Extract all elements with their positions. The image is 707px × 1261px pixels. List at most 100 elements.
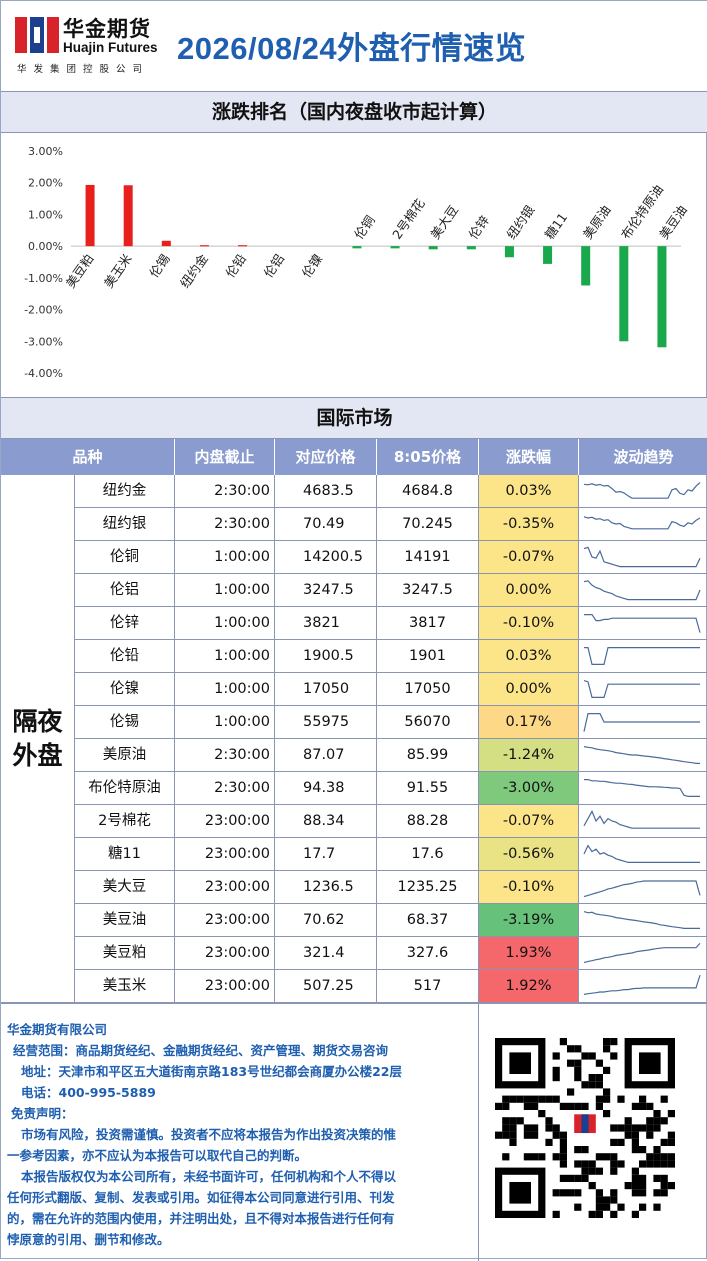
side-label-line2: 外盘 xyxy=(12,740,63,770)
footer-disclaimer-2d: 悖原意的引用、删节和修改。 xyxy=(7,1232,170,1247)
trend-line xyxy=(584,778,700,797)
change-cell: -0.10% xyxy=(479,871,579,903)
table-row: 美玉米 23:00:00 507.25 517 1.92% xyxy=(75,970,707,1003)
trend-sparkline-cell xyxy=(579,937,707,969)
huajin-logo-icon xyxy=(15,17,59,53)
trend-sparkline xyxy=(584,778,700,797)
close-time-cell: 2:30:00 xyxy=(175,772,275,804)
bar-布伦特原油 xyxy=(619,246,629,342)
table-row: 糖11 23:00:00 17.7 17.6 -0.56% xyxy=(75,838,707,871)
qr-code-box xyxy=(479,1004,707,1261)
category-label: 伦镍 xyxy=(299,251,326,280)
trend-sparkline-cell xyxy=(579,904,707,936)
y-tick-label: 0.00% xyxy=(28,240,63,253)
variety-cell: 美豆油 xyxy=(75,904,175,936)
price-805-cell: 68.37 xyxy=(377,904,479,936)
bar-美大豆 xyxy=(428,246,438,250)
y-tick-label: 3.00% xyxy=(28,145,63,158)
corr-price-cell: 1900.5 xyxy=(275,640,377,672)
variety-cell: 布伦特原油 xyxy=(75,772,175,804)
bar-伦锌 xyxy=(466,246,476,250)
close-time-cell: 1:00:00 xyxy=(175,673,275,705)
y-tick-label: -4.00% xyxy=(24,367,63,380)
change-cell: -1.24% xyxy=(479,739,579,771)
category-label: 美豆粕 xyxy=(63,251,97,290)
change-cell: -0.35% xyxy=(479,508,579,540)
variety-cell: 糖11 xyxy=(75,838,175,870)
corr-price-cell: 3247.5 xyxy=(275,574,377,606)
category-label: 伦锡 xyxy=(146,251,173,280)
variety-cell: 纽约金 xyxy=(75,475,175,507)
header-variety: 品种 xyxy=(1,439,175,475)
trend-line xyxy=(583,942,701,964)
variety-cell: 伦铅 xyxy=(75,640,175,672)
change-cell: 0.03% xyxy=(479,640,579,672)
trend-sparkline-cell xyxy=(579,607,707,639)
corr-price-cell: 55975 xyxy=(275,706,377,738)
trend-sparkline-cell xyxy=(579,541,707,573)
header-corr-price: 对应价格 xyxy=(275,439,377,475)
bar-美豆粕 xyxy=(85,184,95,247)
trend-line xyxy=(583,482,701,499)
trend-line xyxy=(583,844,700,863)
category-label: 2号棉花 xyxy=(389,196,427,242)
bar-伦锡 xyxy=(161,240,171,247)
trend-sparkline-cell xyxy=(579,772,707,804)
table-row: 纽约银 2:30:00 70.49 70.245 -0.35% xyxy=(75,508,707,541)
trend-sparkline xyxy=(583,911,700,929)
close-time-cell: 23:00:00 xyxy=(175,838,275,870)
table-row: 伦铅 1:00:00 1900.5 1901 0.03% xyxy=(75,640,707,673)
close-time-cell: 1:00:00 xyxy=(175,706,275,738)
report-header: 华金期货 Huajin Futures 华发集团控股公司 2026/08/24外… xyxy=(1,1,707,91)
change-cell: -0.07% xyxy=(479,541,579,573)
trend-sparkline xyxy=(583,712,700,732)
table-row: 美原油 2:30:00 87.07 85.99 -1.24% xyxy=(75,739,707,772)
table-row: 美豆油 23:00:00 70.62 68.37 -3.19% xyxy=(75,904,707,937)
close-time-cell: 1:00:00 xyxy=(175,640,275,672)
trend-sparkline xyxy=(583,942,701,964)
y-tick-label: -1.00% xyxy=(24,272,63,285)
change-cell: 0.00% xyxy=(479,673,579,705)
change-cell: -3.00% xyxy=(479,772,579,804)
header-close-time: 内盘截止 xyxy=(175,439,275,475)
close-time-cell: 2:30:00 xyxy=(175,475,275,507)
y-tick-label: 2.00% xyxy=(28,177,63,190)
price-805-cell: 1901 xyxy=(377,640,479,672)
trend-sparkline-cell xyxy=(579,508,707,540)
category-label: 美豆油 xyxy=(656,203,690,242)
change-cell: -0.07% xyxy=(479,805,579,837)
change-cell: 1.93% xyxy=(479,937,579,969)
corr-price-cell: 1236.5 xyxy=(275,871,377,903)
change-cell: -0.10% xyxy=(479,607,579,639)
trend-line xyxy=(584,646,700,665)
close-time-cell: 23:00:00 xyxy=(175,904,275,936)
table-row: 纽约金 2:30:00 4683.5 4684.8 0.03% xyxy=(75,475,707,508)
bar-2号棉花 xyxy=(390,246,400,249)
table-row: 伦锡 1:00:00 55975 56070 0.17% xyxy=(75,706,707,739)
trend-line xyxy=(583,810,700,829)
category-label: 美玉米 xyxy=(101,251,135,291)
corr-price-cell: 70.62 xyxy=(275,904,377,936)
ranking-section-title: 涨跌排名（国内夜盘收市起计算） xyxy=(1,91,707,133)
close-time-cell: 2:30:00 xyxy=(175,508,275,540)
footer-phone: 电话：400-995-5889 xyxy=(21,1085,156,1100)
trend-sparkline xyxy=(583,516,701,530)
price-805-cell: 1235.25 xyxy=(377,871,479,903)
price-805-cell: 91.55 xyxy=(377,772,479,804)
variety-cell: 伦铝 xyxy=(75,574,175,606)
corr-price-cell: 3821 xyxy=(275,607,377,639)
table-row: 美豆粕 23:00:00 321.4 327.6 1.93% xyxy=(75,937,707,970)
category-label: 伦铝 xyxy=(261,251,288,280)
table-row: 伦锌 1:00:00 3821 3817 -0.10% xyxy=(75,607,707,640)
bar-糖11 xyxy=(543,246,553,264)
close-time-cell: 23:00:00 xyxy=(175,805,275,837)
change-cell: -3.19% xyxy=(479,904,579,936)
variety-cell: 伦锌 xyxy=(75,607,175,639)
close-time-cell: 23:00:00 xyxy=(175,970,275,1002)
report-title: 2026/08/24外盘行情速览 xyxy=(177,31,527,66)
price-805-cell: 3817 xyxy=(377,607,479,639)
price-805-cell: 88.28 xyxy=(377,805,479,837)
corr-price-cell: 507.25 xyxy=(275,970,377,1002)
footer-disclaimer-2a: 本报告版权仅为本公司所有，未经书面许可，任何机构和个人不得以 xyxy=(21,1169,397,1184)
